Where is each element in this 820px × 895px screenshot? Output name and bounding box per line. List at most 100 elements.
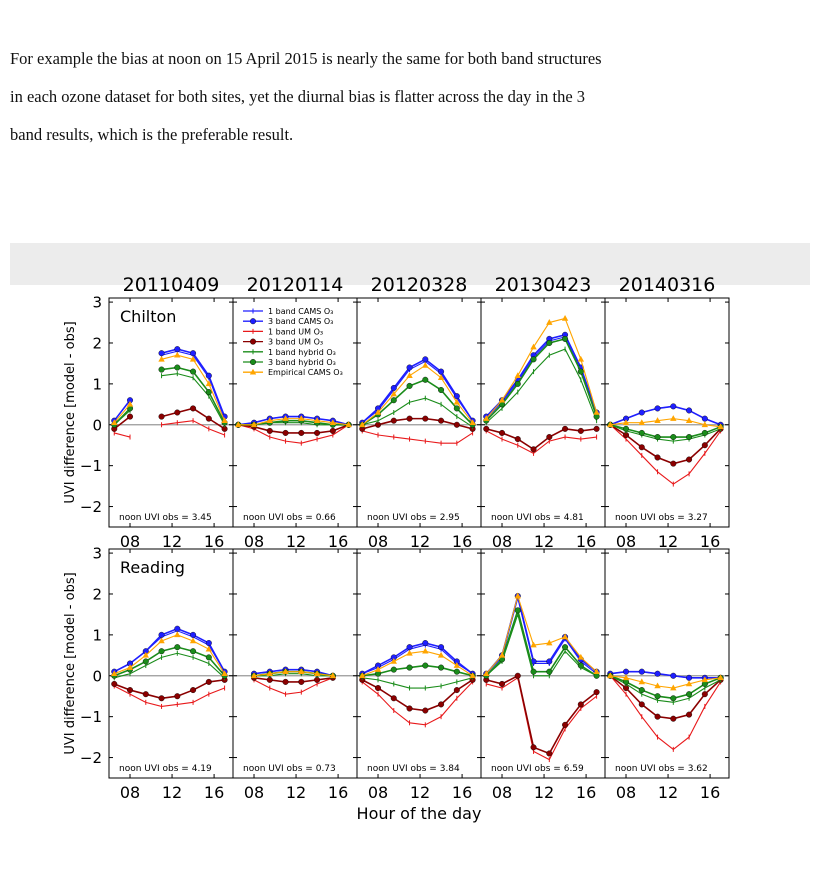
panel: 08 12 16 noon UVI obs = 6.59 (480, 548, 606, 802)
series-line (361, 364, 474, 426)
marker-dot (701, 415, 708, 422)
marker-triangle (158, 355, 165, 362)
marker-dot (406, 705, 413, 712)
marker-triangle (717, 423, 724, 430)
marker-triangle (498, 396, 506, 403)
marker-triangle (422, 647, 429, 654)
marker-triangle (111, 419, 118, 426)
marker-dot (638, 444, 645, 451)
marker-triangle (142, 651, 149, 658)
marker-dot (654, 713, 661, 720)
marker-dot (174, 625, 181, 632)
marker-triangle (437, 374, 445, 381)
marker-dot (174, 644, 181, 651)
marker-triangle (670, 684, 677, 691)
marker-dot (453, 421, 460, 428)
marker-triangle (685, 417, 693, 423)
marker-dot (562, 335, 569, 342)
y-tick-label: 1 (92, 375, 102, 393)
x-tick-label: 16 (576, 532, 596, 551)
series-line (485, 317, 598, 419)
marker-dot (438, 701, 445, 708)
x-tick-label: 08 (368, 783, 388, 802)
marker-triangle (390, 390, 397, 397)
x-tick-label: 12 (162, 532, 182, 551)
marker-triangle (654, 682, 661, 689)
y-tick-label: −2 (80, 498, 102, 516)
marker-triangle (717, 674, 724, 681)
x-tick-label: 16 (452, 783, 472, 802)
legend-label: 1 band hybrid O₃ (268, 348, 336, 357)
marker-triangle (221, 670, 228, 677)
marker-dot (638, 701, 645, 708)
x-tick-label: 12 (286, 532, 306, 551)
marker-triangle (546, 319, 553, 325)
series-line (362, 650, 473, 677)
marker-dot (190, 687, 197, 694)
marker-triangle (561, 314, 569, 321)
marker-triangle (701, 676, 709, 683)
marker-dot (438, 417, 445, 424)
marker-dot (282, 678, 289, 685)
marker-dot (638, 429, 645, 436)
y-tick-label: −1 (80, 708, 102, 726)
marker-triangle (126, 664, 134, 670)
marker-triangle (530, 641, 537, 648)
marker-dot (422, 662, 429, 669)
marker-dot (654, 434, 661, 441)
marker-dot (422, 640, 429, 647)
y-tick-label: 2 (92, 334, 102, 352)
marker-dot (127, 687, 134, 694)
x-tick-label: 08 (492, 532, 512, 551)
marker-dot (190, 405, 197, 412)
x-tick-label: 16 (328, 783, 348, 802)
marker-dot (190, 368, 197, 375)
marker-triangle (111, 670, 118, 677)
marker-dot (670, 403, 677, 410)
x-tick-label: 12 (534, 532, 554, 551)
marker-triangle (622, 419, 630, 426)
series-line (114, 634, 226, 675)
annotation: noon UVI obs = 0.66 (243, 513, 336, 523)
marker-dot (174, 693, 181, 700)
marker-dot (190, 631, 197, 638)
paragraph-line: band results, which is the preferable re… (10, 125, 293, 144)
marker-dot (205, 389, 212, 396)
x-tick-label: 08 (120, 532, 140, 551)
marker-dot (142, 658, 149, 665)
marker-triangle (313, 417, 321, 423)
marker-dot (282, 429, 289, 436)
marker-triangle (126, 400, 134, 407)
y-axis-label: UVI difference [model - obs] (63, 321, 78, 503)
x-tick-label: 08 (616, 783, 636, 802)
series-line (114, 685, 225, 707)
marker-dot (406, 644, 413, 651)
marker-dot (190, 648, 197, 655)
marker-dot (375, 685, 382, 692)
series-line (609, 675, 722, 751)
marker-dot (562, 425, 569, 432)
marker-dot (190, 350, 197, 357)
marker-dot (453, 393, 460, 400)
marker-dot (205, 640, 212, 647)
marker-dot (453, 668, 460, 675)
annotation: noon UVI obs = 4.81 (491, 513, 584, 523)
marker-dot (499, 429, 506, 436)
marker-dot (390, 695, 397, 702)
marker-dot (142, 691, 149, 698)
marker-dot (686, 711, 693, 718)
marker-dot (205, 678, 212, 685)
x-tick-label: 08 (120, 783, 140, 802)
marker-triangle (654, 417, 661, 423)
marker-triangle (189, 637, 197, 644)
panel-frame (604, 548, 730, 779)
marker-dot (546, 658, 553, 665)
marker-dot (654, 693, 661, 700)
marker-dot (158, 413, 165, 420)
panel-frame (480, 297, 606, 528)
site-label: Chilton (120, 307, 176, 326)
marker-triangle (607, 421, 614, 428)
panel-title: 20110409 (123, 274, 220, 296)
legend-marker (249, 338, 256, 345)
